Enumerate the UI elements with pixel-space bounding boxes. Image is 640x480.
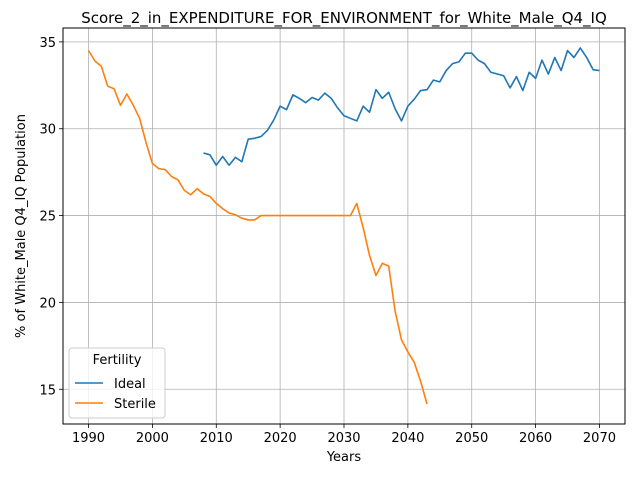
x-tick-label: 2010 <box>200 431 233 446</box>
grid-lines <box>63 28 625 424</box>
legend-label-sterile: Sterile <box>114 397 156 412</box>
x-axis-title: Years <box>326 450 362 465</box>
chart-title: Score_2_in_EXPENDITURE_FOR_ENVIRONMENT_f… <box>81 9 607 28</box>
x-tick-label: 2020 <box>264 431 297 446</box>
y-tick-label: 35 <box>39 36 56 51</box>
x-tick-label: 2040 <box>391 431 424 446</box>
y-tick-label: 25 <box>39 210 56 225</box>
x-tick-label: 2070 <box>583 431 616 446</box>
axis-ticks: 1990 2000 2010 2020 2030 2040 2050 2060 20701520… <box>39 36 616 446</box>
legend-box <box>68 347 166 419</box>
legend: Fertility Ideal Sterile <box>68 347 166 419</box>
series-line-ideal <box>203 47 600 167</box>
y-tick-label: 30 <box>39 123 56 138</box>
y-tick-label: 20 <box>39 296 56 311</box>
x-tick-label: 2030 <box>327 431 360 446</box>
x-tick-label: 2050 <box>455 431 488 446</box>
y-axis-title: % of White_Male Q4_IQ Population <box>14 114 29 338</box>
y-tick-label: 15 <box>39 383 56 398</box>
x-tick-label: 2060 <box>519 431 552 446</box>
x-tick-label: 1990 <box>72 431 105 446</box>
legend-title: Fertility <box>93 353 142 368</box>
legend-label-ideal: Ideal <box>114 377 146 392</box>
series-lines <box>87 47 600 405</box>
x-tick-label: 2000 <box>136 431 169 446</box>
series-line-sterile <box>87 50 428 405</box>
